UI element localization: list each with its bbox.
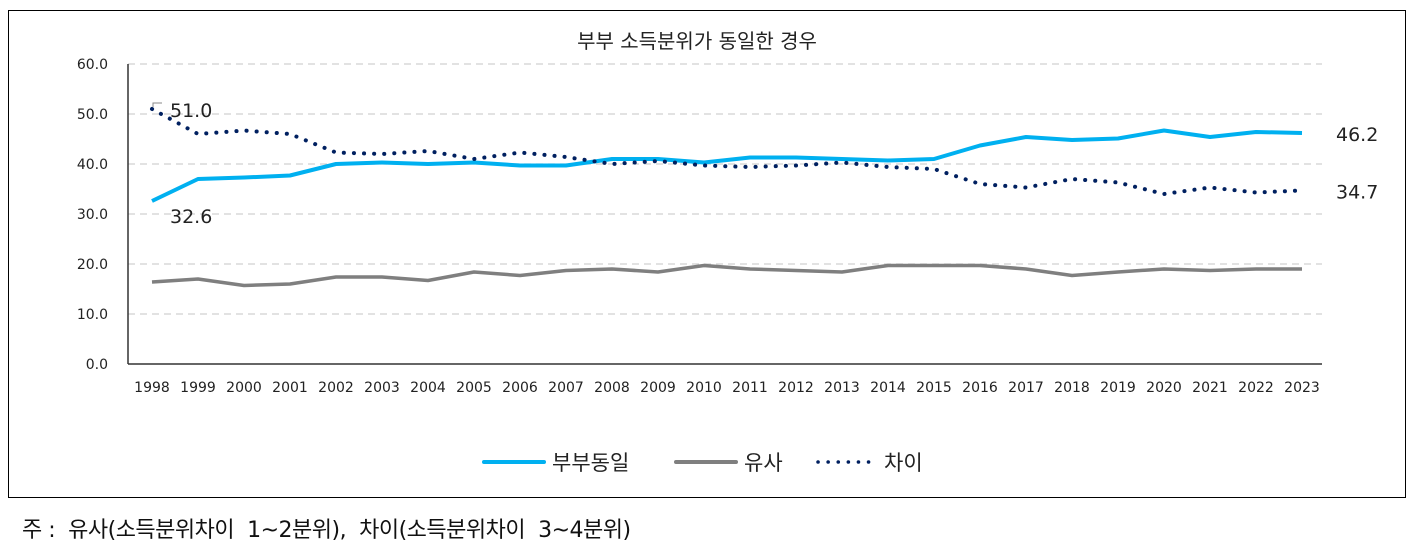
y-tick-label: 10.0: [77, 307, 108, 323]
chart-frame: [8, 10, 1406, 498]
x-tick-label: 2000: [226, 380, 262, 396]
series-line-부부동일: [151, 128, 1303, 203]
data-label: 32.6: [170, 206, 212, 228]
x-tick-label: 2018: [1054, 380, 1090, 396]
series-lines: [150, 107, 1304, 288]
x-axis-ticks: 1998 1999 2000 2001 2002 2003 2004 2005 2006 2007…: [134, 380, 1320, 396]
y-tick-label: 30.0: [77, 207, 108, 223]
data-label: 46.2: [1336, 124, 1378, 146]
x-tick-label: 2004: [410, 380, 446, 396]
line-chart: 부부 소득분위가 동일한 경우 0.0 10.0 20.0 30.0 40.0 50.0 6…: [77, 29, 1378, 475]
x-tick-label: 2011: [732, 380, 768, 396]
gridlines: [128, 63, 1322, 315]
y-axis-ticks: 0.0 10.0 20.0 30.0 40.0 50.0 60.0: [77, 57, 108, 373]
chart-title: 부부 소득분위가 동일한 경우: [577, 29, 817, 53]
data-label: 34.7: [1336, 182, 1378, 204]
legend-label: 부부동일: [552, 451, 629, 475]
x-tick-label: 2005: [456, 380, 492, 396]
series-line-유사: [151, 263, 1302, 288]
x-tick-label: 2014: [870, 380, 906, 396]
y-tick-label: 20.0: [77, 257, 108, 273]
data-label: 51.0: [170, 100, 212, 122]
x-tick-label: 2015: [916, 380, 952, 396]
x-tick-label: 2009: [640, 380, 676, 396]
footnote: 주 : 유사(소득분위차이 1~2분위), 차이(소득분위차이 3~4분위): [22, 518, 631, 543]
x-tick-label: 2001: [272, 380, 308, 396]
x-tick-label: 2012: [778, 380, 814, 396]
x-tick-label: 2003: [364, 380, 400, 396]
x-tick-label: 2017: [1008, 380, 1044, 396]
y-tick-label: 0.0: [86, 357, 108, 373]
x-tick-label: 2006: [502, 380, 538, 396]
x-tick-label: 2002: [318, 380, 354, 396]
x-tick-label: 2007: [548, 380, 584, 396]
x-tick-label: 2020: [1146, 380, 1182, 396]
x-tick-label: 2023: [1284, 380, 1320, 396]
x-tick-label: 2016: [962, 380, 998, 396]
legend-label: 유사: [744, 451, 783, 475]
x-tick-label: 2013: [824, 380, 860, 396]
legend: 부부동일 유사 차이: [482, 451, 923, 475]
data-labels: 51.0 32.6 46.2 34.7: [152, 100, 1378, 228]
x-tick-label: 2019: [1100, 380, 1136, 396]
x-tick-label: 1998: [134, 380, 170, 396]
series-line-차이: [150, 107, 1304, 196]
y-tick-label: 50.0: [77, 107, 108, 123]
x-tick-label: 2021: [1192, 380, 1228, 396]
y-tick-label: 40.0: [77, 157, 108, 173]
legend-label: 차이: [884, 451, 923, 475]
leader-line: [152, 102, 162, 107]
x-tick-label: 2010: [686, 380, 722, 396]
x-tick-label: 2008: [594, 380, 630, 396]
x-tick-label: 2022: [1238, 380, 1274, 396]
x-tick-label: 1999: [180, 380, 216, 396]
y-tick-label: 60.0: [77, 57, 108, 73]
